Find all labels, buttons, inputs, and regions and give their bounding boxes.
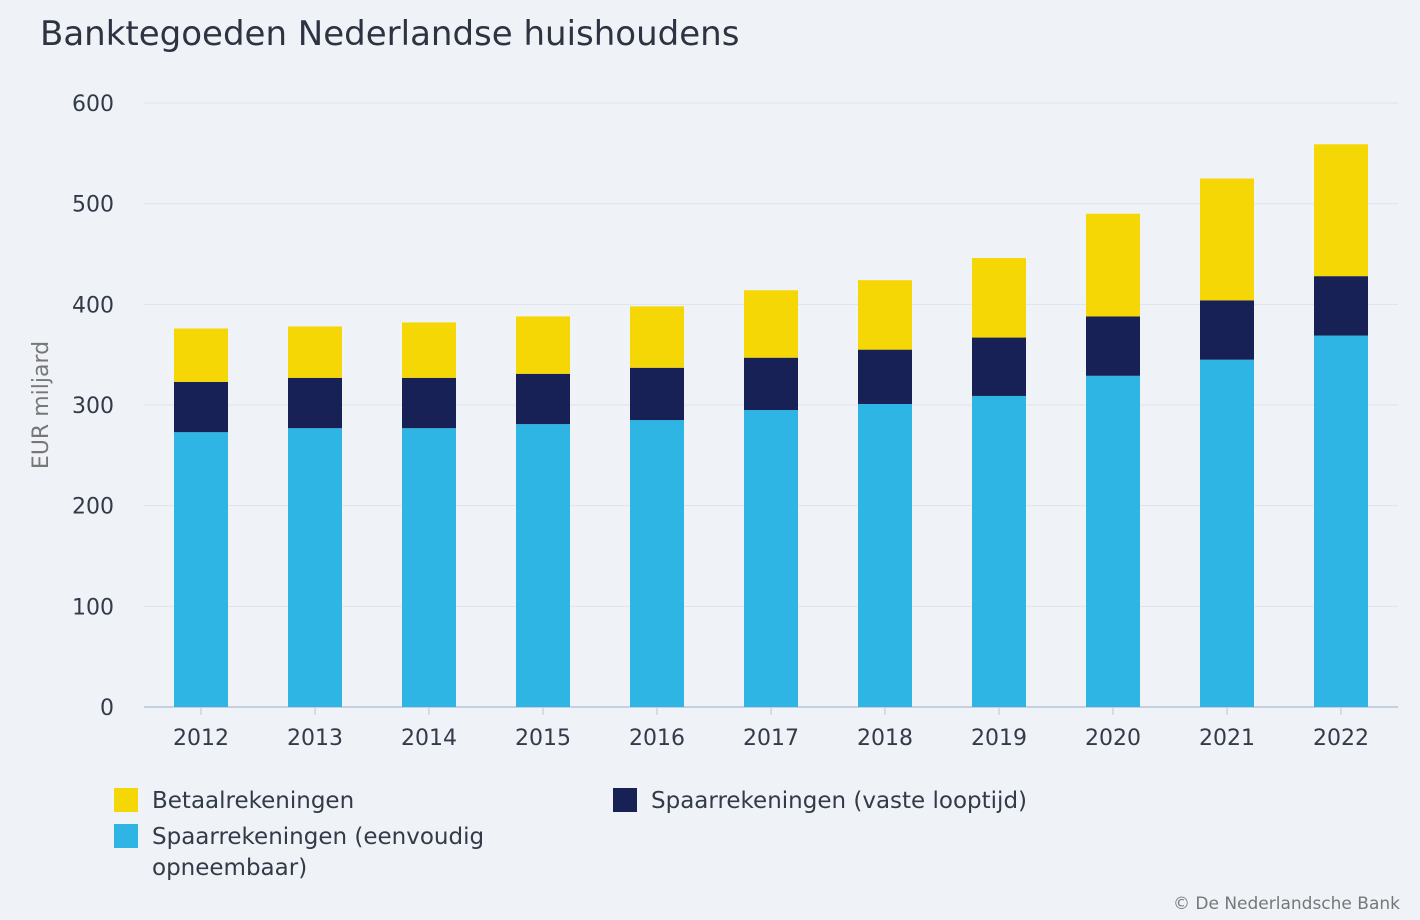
bar-segment bbox=[1314, 335, 1368, 707]
legend-swatch bbox=[613, 788, 637, 812]
bar-segment bbox=[1314, 276, 1368, 336]
legend-item-spaar-vast[interactable]: Spaarrekeningen (vaste looptijd) bbox=[613, 786, 1027, 817]
bar-segment bbox=[516, 316, 570, 374]
bar-segment bbox=[174, 328, 228, 382]
y-tick-label: 100 bbox=[72, 595, 114, 620]
x-tick-label: 2012 bbox=[173, 726, 229, 751]
credit: © De Nederlandsche Bank bbox=[1172, 894, 1400, 914]
bar-segment bbox=[630, 306, 684, 368]
bar-segment bbox=[630, 367, 684, 421]
x-tick-label: 2014 bbox=[401, 726, 457, 751]
y-tick-label: 600 bbox=[72, 92, 114, 117]
bar-segment bbox=[972, 395, 1026, 707]
bar-segment bbox=[858, 349, 912, 404]
x-tick-label: 2017 bbox=[743, 726, 799, 751]
bar-segment bbox=[744, 410, 798, 707]
x-tick-label: 2022 bbox=[1313, 726, 1369, 751]
y-tick-label: 500 bbox=[72, 193, 114, 218]
chart-title: Banktegoeden Nederlandse huishoudens bbox=[40, 14, 740, 54]
y-axis-label: EUR miljard bbox=[29, 341, 54, 469]
x-tick-label: 2013 bbox=[287, 726, 343, 751]
bar-segment bbox=[1200, 359, 1254, 707]
bar-segment bbox=[1314, 144, 1368, 277]
bar-segment bbox=[174, 432, 228, 707]
y-tick-label: 300 bbox=[72, 394, 114, 419]
x-tick-label: 2015 bbox=[515, 726, 571, 751]
bar-segment bbox=[402, 377, 456, 429]
bar-segment bbox=[630, 420, 684, 707]
bar-segment bbox=[516, 424, 570, 707]
legend-item-spaar-eenvoudig[interactable]: Spaarrekeningen (eenvoudig opneembaar) bbox=[114, 822, 514, 884]
x-tick-label: 2016 bbox=[629, 726, 685, 751]
x-tick-label: 2020 bbox=[1085, 726, 1141, 751]
x-tick-label: 2018 bbox=[857, 726, 913, 751]
bar-segment bbox=[744, 357, 798, 411]
legend-label: Betaalrekeningen bbox=[152, 788, 355, 814]
y-tick-label: 0 bbox=[100, 696, 114, 721]
bar-segment bbox=[1086, 316, 1140, 376]
y-tick-label: 400 bbox=[72, 293, 114, 318]
bar-segment bbox=[1086, 213, 1140, 317]
legend-label: Spaarrekeningen (vaste looptijd) bbox=[651, 788, 1028, 814]
bar-segment bbox=[288, 326, 342, 378]
bar-segment bbox=[288, 377, 342, 429]
bar-segment bbox=[174, 381, 228, 433]
bar-segment bbox=[858, 280, 912, 350]
legend-swatch bbox=[114, 788, 138, 812]
bar-segment bbox=[744, 290, 798, 358]
bar-segment bbox=[858, 403, 912, 707]
bar-segment bbox=[972, 337, 1026, 396]
bar-segment bbox=[1086, 375, 1140, 707]
legend-swatch bbox=[114, 824, 138, 848]
bar-segment bbox=[972, 258, 1026, 338]
bar-segment bbox=[1200, 178, 1254, 301]
legend-label: Spaarrekeningen (eenvoudig opneembaar) bbox=[152, 824, 485, 881]
bar-segment bbox=[1200, 300, 1254, 360]
stacked-bar-chart: 0 100 200 300 400 500 600 EUR miljard 2012 2013 20… bbox=[29, 92, 1398, 751]
x-tick-label: 2019 bbox=[971, 726, 1027, 751]
x-tick-label: 2021 bbox=[1199, 726, 1255, 751]
bar-segment bbox=[402, 322, 456, 378]
y-tick-label: 200 bbox=[72, 495, 114, 520]
bar-segment bbox=[516, 373, 570, 425]
bar-segment bbox=[288, 428, 342, 707]
bar-segment bbox=[402, 428, 456, 707]
legend-item-betaalrekeningen[interactable]: Betaalrekeningen bbox=[114, 786, 354, 817]
